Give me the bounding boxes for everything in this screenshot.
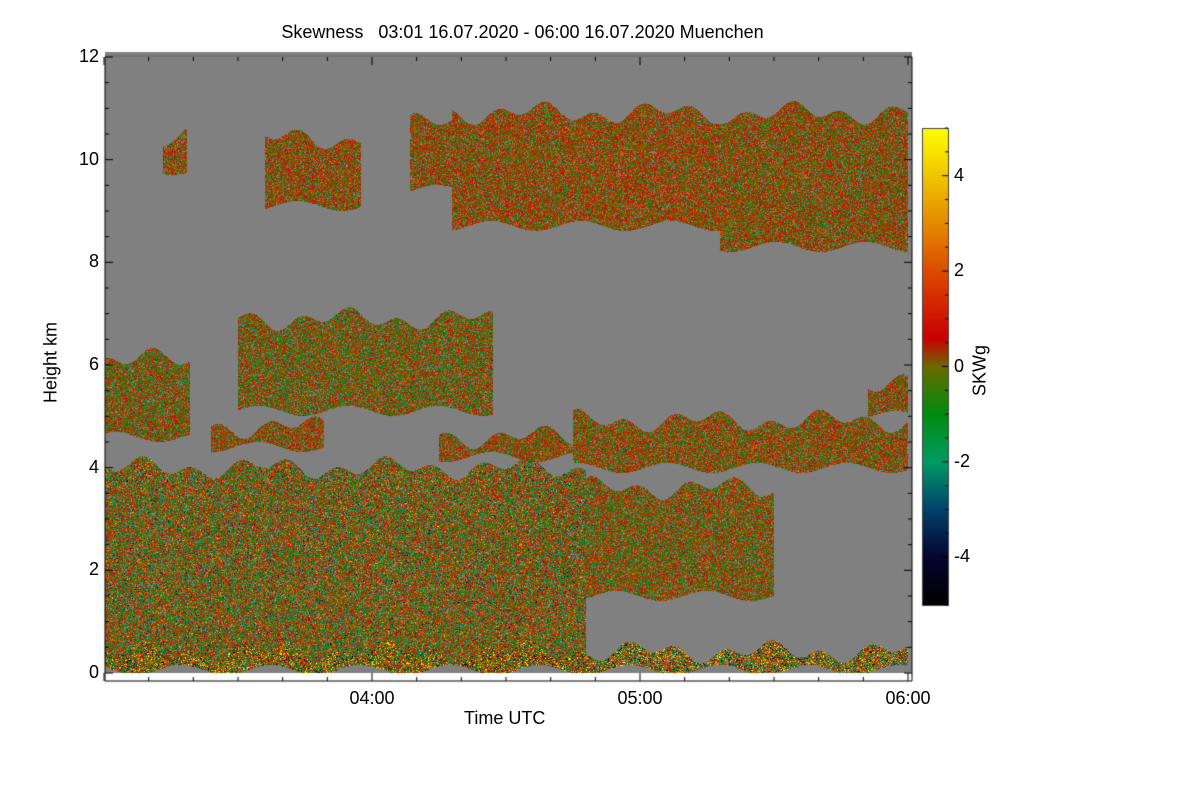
x-tick-label: 06:00: [885, 688, 931, 708]
y-axis-label: Height km: [40, 321, 61, 404]
x-tick-label: 04:00: [349, 688, 395, 708]
y-tick-label: 12: [78, 46, 99, 66]
y-tick-label: 10: [78, 148, 99, 169]
colorbar-tick-label: -2: [954, 450, 971, 471]
colorbar-label: SKWg: [969, 345, 990, 397]
x-tick-label: 05:00: [617, 688, 663, 708]
y-tick-label: 0: [88, 662, 99, 682]
y-tick-label: 8: [88, 251, 99, 272]
chart-title: Skewness 03:01 16.07.2020 - 06:00 16.07.…: [281, 22, 764, 42]
colorbar-tick-label: 4: [954, 164, 965, 185]
colorbar-tick-label: -4: [954, 546, 971, 567]
y-tick-label: 6: [88, 354, 99, 374]
y-tick-label: 2: [88, 559, 99, 580]
colorbar-tick-label: 2: [954, 260, 965, 281]
colorbar-tick-label: 0: [954, 355, 965, 376]
y-tick-label: 4: [88, 456, 99, 477]
x-axis-label: Time UTC: [464, 708, 546, 728]
